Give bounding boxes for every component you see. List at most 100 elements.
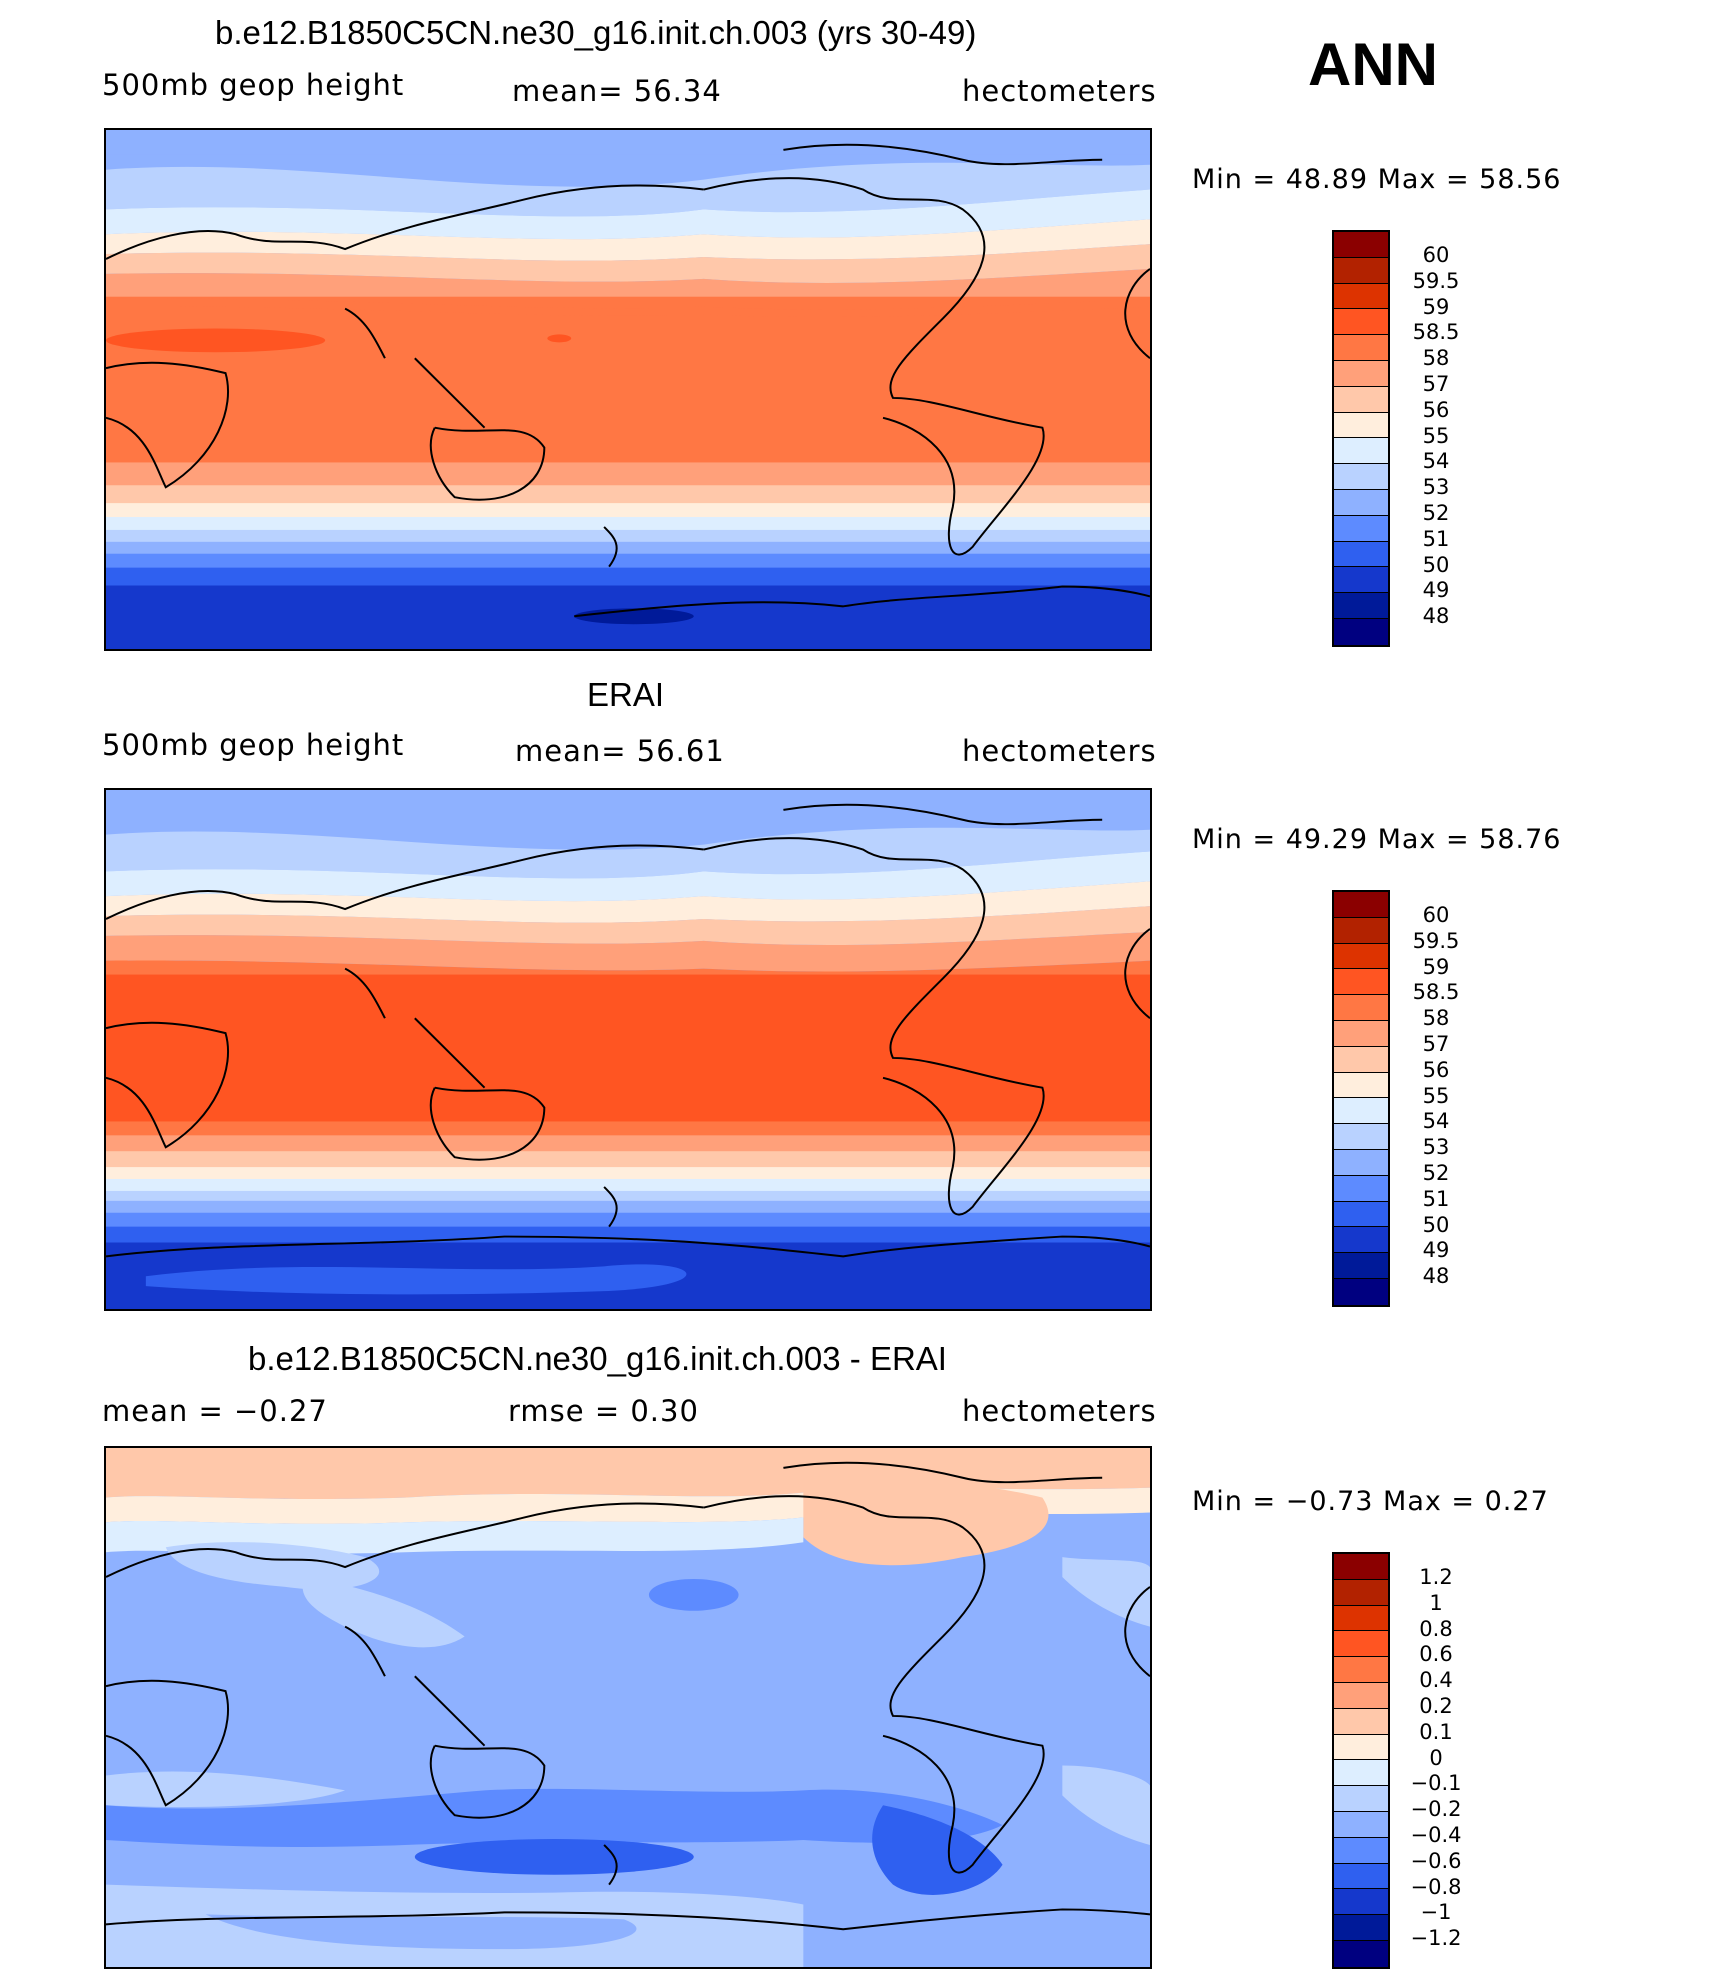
panel1-minmax: Min = 48.89 Max = 58.56	[1192, 164, 1562, 195]
colorbar-tick-label: 54	[1422, 449, 1450, 473]
colorbar-tick-label: −0.2	[1410, 1797, 1462, 1821]
panel3-colorbar-swatch	[1334, 1657, 1388, 1683]
colorbar-tick-label: 49	[1422, 1238, 1450, 1262]
panel2-variable-label: 500mb geop height	[102, 728, 405, 762]
colorbar-tick-label: 58.5	[1412, 320, 1460, 344]
panel2-colorbar-swatch	[1334, 1201, 1388, 1228]
colorbar-tick-label: 52	[1422, 501, 1450, 525]
panel2-coastlines	[106, 803, 1150, 1258]
panel3-minmax: Min = −0.73 Max = 0.27	[1192, 1486, 1549, 1517]
panel2-colorbar-swatch	[1334, 1072, 1388, 1099]
panel1-title: b.e12.B1850C5CN.ne30_g16.init.ch.003 (yr…	[215, 14, 977, 51]
panel2-colorbar-swatch	[1334, 1149, 1388, 1176]
colorbar-tick-label: 56	[1422, 1058, 1450, 1082]
panel3-coastlines	[106, 1461, 1150, 1931]
panel2-map	[104, 788, 1152, 1311]
colorbar-tick-label: 0.4	[1419, 1668, 1453, 1692]
panel2-colorbar-swatch	[1334, 995, 1388, 1021]
panel3-colorbar-swatch	[1334, 1554, 1388, 1580]
panel1-colorbar-swatch	[1334, 438, 1388, 465]
panel1-contour-plot	[106, 130, 1150, 649]
panel1-colorbar-swatch	[1334, 489, 1388, 516]
panel2-minmax: Min = 49.29 Max = 58.76	[1192, 824, 1562, 855]
colorbar-tick-label: 48	[1422, 1264, 1450, 1288]
panel3-colorbar-swatch	[1334, 1760, 1388, 1787]
panel1-colorbar-swatch	[1334, 283, 1388, 310]
panel1-colorbar-swatch	[1334, 335, 1388, 361]
panel3-rmse-label: rmse = 0.30	[508, 1394, 699, 1428]
panel1-colorbar-swatch	[1334, 464, 1388, 490]
colorbar-tick-label: 59	[1422, 955, 1450, 979]
colorbar-tick-label: 56	[1422, 398, 1450, 422]
panel3-colorbar-swatch	[1334, 1915, 1388, 1941]
panel2-colorbar-swatch	[1334, 1253, 1388, 1279]
colorbar-tick-label: 53	[1422, 475, 1450, 499]
panel2-colorbar-swatch	[1334, 1020, 1388, 1047]
panel3-colorbar	[1332, 1552, 1390, 1969]
panel3-colorbar-swatch	[1334, 1682, 1388, 1709]
panel2-title: ERAI	[587, 676, 665, 713]
panel3-colorbar-swatch	[1334, 1786, 1388, 1812]
panel1-colorbar-swatch	[1334, 257, 1388, 284]
colorbar-tick-label: 54	[1422, 1109, 1450, 1133]
colorbar-tick-label: −0.1	[1410, 1771, 1462, 1795]
colorbar-tick-label: 0.1	[1419, 1720, 1453, 1744]
panel2-colorbar	[1332, 890, 1390, 1307]
panel3-units-label: hectometers	[962, 1394, 1157, 1428]
panel3-colorbar-swatch	[1334, 1863, 1388, 1890]
colorbar-tick-label: −0.4	[1410, 1823, 1462, 1847]
colorbar-tick-label: −0.8	[1410, 1875, 1462, 1899]
colorbar-tick-label: 59.5	[1412, 269, 1460, 293]
panel1-units-label: hectometers	[962, 74, 1157, 108]
colorbar-tick-label: 58	[1422, 346, 1450, 370]
panel3-colorbar-swatch	[1334, 1837, 1388, 1864]
panel3-colorbar-swatch	[1334, 1605, 1388, 1632]
panel1-colorbar-swatch	[1334, 515, 1388, 542]
panel1-colorbar-swatch	[1334, 541, 1388, 568]
panel1-colorbar-swatch	[1334, 593, 1388, 619]
panel2-colorbar-swatch	[1334, 969, 1388, 996]
colorbar-tick-label: 50	[1422, 1213, 1450, 1237]
panel3-colorbar-swatch	[1334, 1579, 1388, 1606]
colorbar-tick-label: 1.2	[1419, 1565, 1453, 1589]
panel1-colorbar-swatch	[1334, 412, 1388, 439]
panel2-contour-plot	[106, 790, 1150, 1309]
colorbar-tick-label: 0.8	[1419, 1617, 1453, 1641]
panel2-colorbar-swatch	[1334, 1175, 1388, 1202]
panel3-title: b.e12.B1850C5CN.ne30_g16.init.ch.003 - E…	[248, 1340, 947, 1377]
colorbar-tick-label: 51	[1422, 1187, 1450, 1211]
panel3-mean-label: mean = −0.27	[102, 1394, 328, 1428]
season-label: ANN	[1308, 31, 1438, 98]
panel2-colorbar-swatch	[1334, 917, 1388, 944]
panel2-units-label: hectometers	[962, 734, 1157, 768]
colorbar-tick-label: 55	[1422, 424, 1450, 448]
panel2-colorbar-swatch	[1334, 1227, 1388, 1254]
panel3-map	[104, 1446, 1152, 1969]
colorbar-tick-label: 59.5	[1412, 929, 1460, 953]
panel3-colorbar-swatch	[1334, 1708, 1388, 1735]
colorbar-tick-label: 49	[1422, 578, 1450, 602]
panel2-colorbar-swatch	[1334, 892, 1388, 918]
panel1-variable-label: 500mb geop height	[102, 68, 405, 102]
colorbar-tick-label: 1	[1429, 1591, 1443, 1615]
panel1-map	[104, 128, 1152, 651]
colorbar-tick-label: 53	[1422, 1135, 1450, 1159]
panel2-mean-label: mean= 56.61	[515, 734, 725, 768]
colorbar-tick-label: −0.6	[1410, 1849, 1462, 1873]
colorbar-tick-label: 58.5	[1412, 980, 1460, 1004]
colorbar-tick-label: 51	[1422, 527, 1450, 551]
colorbar-tick-label: 57	[1422, 1032, 1450, 1056]
colorbar-tick-label: 52	[1422, 1161, 1450, 1185]
panel1-coastlines	[106, 143, 1150, 618]
panel1-colorbar-swatch	[1334, 309, 1388, 336]
colorbar-tick-label: −1	[1420, 1900, 1452, 1924]
panel3-colorbar-swatch	[1334, 1631, 1388, 1658]
colorbar-tick-label: −1.2	[1410, 1926, 1462, 1950]
panel2-colorbar-swatch	[1334, 1124, 1388, 1150]
panel1-colorbar-swatch	[1334, 232, 1388, 258]
panel1-colorbar-swatch	[1334, 567, 1388, 594]
colorbar-tick-label: 0.6	[1419, 1642, 1453, 1666]
panel1-colorbar	[1332, 230, 1390, 647]
panel3-colorbar-swatch	[1334, 1889, 1388, 1916]
panel3-colorbar-swatch	[1334, 1940, 1388, 1967]
